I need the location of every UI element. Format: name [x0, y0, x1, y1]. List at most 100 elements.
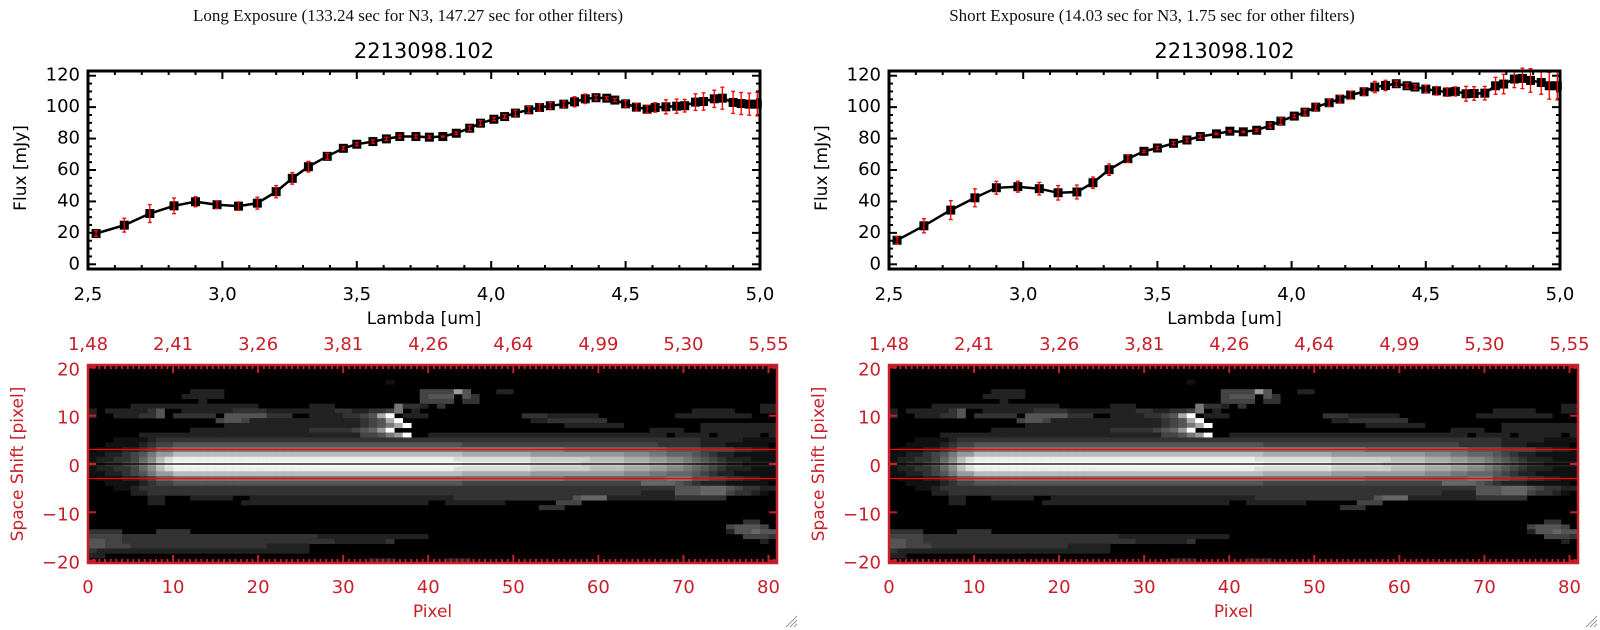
- heatmap-cell: [88, 471, 97, 477]
- heatmap-cell: [1382, 422, 1392, 429]
- x-tick-label: 5,0: [746, 284, 775, 305]
- heatmap-cell: [1033, 548, 1043, 554]
- heatmap-cell: [1118, 534, 1128, 540]
- heatmap-cell: [1407, 466, 1417, 472]
- heatmap-cell: [897, 529, 907, 535]
- heatmap-cell: [428, 485, 438, 491]
- resize-grip-icon[interactable]: [785, 615, 798, 628]
- heatmap-cell: [1059, 500, 1068, 506]
- heatmap-cell: [1356, 495, 1366, 501]
- heatmap-cell: [164, 529, 174, 535]
- heatmap-cell: [1033, 534, 1043, 540]
- heatmap-cell: [130, 543, 140, 549]
- heatmap-cell: [906, 543, 915, 549]
- heatmap-cell: [470, 466, 480, 472]
- heatmap-cell: [156, 495, 165, 501]
- heatmap-cell: [156, 408, 165, 414]
- heatmap-cell: [957, 451, 966, 458]
- heatmap-cell: [283, 427, 293, 433]
- heatmap-cell: [717, 413, 727, 419]
- heatmap-cell: [982, 471, 992, 477]
- heatmap-cell: [504, 485, 514, 491]
- heatmap-cell: [1271, 500, 1281, 506]
- heatmap-cell: [923, 466, 932, 472]
- heatmap-cell: [249, 466, 259, 472]
- error-bar: [623, 100, 628, 108]
- heatmap-cell: [751, 437, 761, 443]
- heatmap-cell: [368, 418, 378, 424]
- y-tick-label: 20: [57, 222, 80, 243]
- heatmap-cell: [385, 538, 395, 544]
- heatmap-cell: [948, 500, 958, 506]
- heatmap-cell: [207, 413, 216, 419]
- heatmap-cell: [1067, 437, 1077, 443]
- heatmap-cell: [181, 456, 191, 462]
- heatmap-cell: [1560, 529, 1570, 535]
- resize-grip-icon[interactable]: [1585, 615, 1598, 628]
- heatmap-cell: [402, 534, 412, 540]
- heatmap-cell: [122, 471, 131, 477]
- heatmap-cell: [1016, 538, 1026, 544]
- heatmap-cell: [1025, 442, 1034, 448]
- heatmap-cell: [683, 432, 693, 438]
- heatmap-cell: [999, 442, 1009, 448]
- heatmap-cell: [1365, 432, 1375, 438]
- heatmap-cell: [436, 393, 446, 400]
- heatmap-cell: [1246, 466, 1256, 472]
- heatmap-cell: [1484, 480, 1494, 487]
- heatmap-cell: [1322, 432, 1332, 438]
- heatmap-cell: [632, 480, 642, 487]
- heatmap-cell: [411, 485, 421, 491]
- heatmap-cell: [974, 534, 983, 540]
- heatmap-cell: [1246, 456, 1256, 462]
- heatmap-cell: [1144, 422, 1153, 429]
- heatmap-cell: [224, 403, 233, 409]
- heatmap-cell: [1195, 500, 1205, 506]
- heatmap-cell: [914, 442, 924, 448]
- heatmap-cell: [173, 529, 182, 535]
- heatmap-cell: [768, 437, 778, 443]
- heatmap-cell: [1297, 485, 1307, 491]
- heatmap-cell: [1101, 500, 1111, 506]
- heatmap-cell: [173, 437, 182, 443]
- heatmap-cell: [224, 456, 233, 462]
- heatmap-cell: [1093, 480, 1102, 487]
- heatmap-cell: [632, 437, 642, 443]
- heatmap-cell: [1178, 451, 1188, 458]
- heatmap-cell: [1399, 442, 1409, 448]
- heatmap-cell: [1050, 427, 1060, 433]
- heatmap-cell: [436, 495, 446, 501]
- heatmap-cell: [402, 466, 412, 472]
- heatmap-cell: [1084, 534, 1094, 540]
- heatmap-cell: [164, 471, 174, 477]
- heatmap-cell: [164, 451, 174, 458]
- heatmap-cell: [1161, 480, 1171, 487]
- heatmap-cell: [232, 485, 242, 491]
- heatmap-cell: [1093, 437, 1102, 443]
- heatmap-cell: [394, 422, 404, 429]
- heatmap-cell: [351, 432, 361, 438]
- heatmap-cell: [991, 548, 1000, 554]
- heatmap-cell: [1016, 393, 1026, 400]
- heatmap-cell: [1229, 495, 1239, 501]
- heatmap-cell: [215, 471, 225, 477]
- heatmap-cell: [292, 490, 301, 496]
- heatmap-cell: [266, 418, 276, 424]
- heatmap-cell: [258, 471, 267, 477]
- x-tick-label: 80: [1558, 577, 1581, 598]
- heatmap-cell: [1314, 495, 1324, 501]
- heatmap-cell: [190, 403, 199, 409]
- heatmap-cell: [1246, 432, 1256, 438]
- heatmap-cell: [1101, 451, 1111, 458]
- heatmap-cell: [249, 456, 259, 462]
- heatmap-cell: [241, 500, 250, 506]
- heatmap-cell: [445, 500, 455, 506]
- heatmap-cell: [742, 534, 752, 540]
- heatmap-cell: [1297, 471, 1307, 477]
- heatmap-cell: [1373, 432, 1383, 438]
- heatmap-cell: [572, 437, 582, 443]
- heatmap-cell: [1246, 393, 1256, 400]
- heatmap-cell: [708, 480, 718, 487]
- heatmap-cell: [419, 471, 429, 477]
- heatmap-cell: [1212, 480, 1222, 487]
